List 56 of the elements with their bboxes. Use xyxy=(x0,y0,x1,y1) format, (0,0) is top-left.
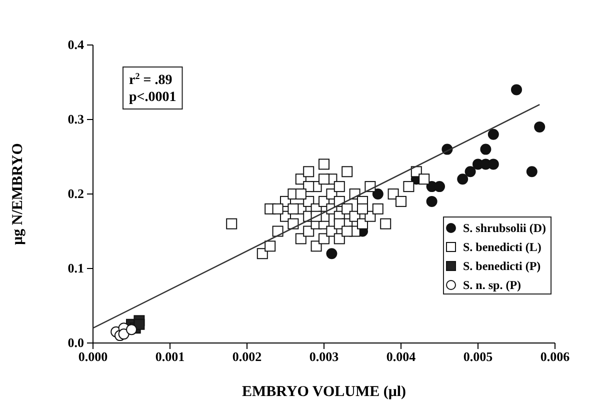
point xyxy=(342,203,353,214)
x-tick-label: 0.006 xyxy=(540,349,570,364)
y-tick-label: 0.2 xyxy=(68,186,84,202)
point xyxy=(303,226,314,237)
point xyxy=(534,121,546,132)
point xyxy=(303,181,314,192)
legend-label: S. shrubsolii (D) xyxy=(463,221,546,235)
point xyxy=(372,203,384,214)
point xyxy=(334,218,345,230)
y-tick-label: 0.1 xyxy=(68,260,84,276)
point xyxy=(226,218,238,230)
legend-label: S. n. sp. (P) xyxy=(463,278,522,292)
point xyxy=(403,181,414,192)
x-tick-label: 0.005 xyxy=(463,349,494,364)
point xyxy=(303,166,314,178)
point xyxy=(372,188,384,200)
x-tick-label: 0.004 xyxy=(386,349,416,364)
annotation: r$^{2}$ = .89 xyxy=(129,71,172,88)
y-tick-label: 0.4 xyxy=(68,37,84,52)
legend-label: S. benedicti (P) xyxy=(463,259,541,273)
x-tick-label: 0.003 xyxy=(309,349,340,364)
point xyxy=(342,226,353,237)
point xyxy=(480,144,492,155)
y-tick-label: 0.3 xyxy=(68,112,84,127)
point xyxy=(256,248,268,260)
point xyxy=(396,196,406,207)
point xyxy=(464,166,476,178)
x-tick-label: 0.001 xyxy=(155,349,185,364)
point xyxy=(511,84,522,96)
point xyxy=(457,174,468,185)
point xyxy=(357,203,368,214)
y-axis-title: μg N/EMBRYO xyxy=(10,143,26,245)
point xyxy=(126,324,137,336)
point xyxy=(118,328,130,340)
point xyxy=(310,240,322,252)
x-tick-label: 0.002 xyxy=(232,349,262,364)
x-tick-label: 0.000 xyxy=(78,349,108,364)
annotation: p<.0001 xyxy=(129,90,176,105)
point xyxy=(318,174,330,185)
point xyxy=(426,196,438,207)
point xyxy=(272,203,284,214)
point xyxy=(326,248,338,260)
point xyxy=(357,218,368,230)
point xyxy=(526,166,538,178)
point xyxy=(434,181,445,192)
point xyxy=(264,240,276,252)
y-tick-label: 0.0 xyxy=(68,335,84,350)
point xyxy=(288,203,299,214)
point xyxy=(295,188,306,200)
point xyxy=(334,181,345,192)
point xyxy=(342,166,353,178)
point xyxy=(488,128,499,140)
point xyxy=(380,218,392,230)
x-axis-title: EMBRYO VOLUME (μl) xyxy=(242,384,406,400)
legend-label: S. benedicti (L) xyxy=(463,240,542,254)
point xyxy=(418,174,430,185)
